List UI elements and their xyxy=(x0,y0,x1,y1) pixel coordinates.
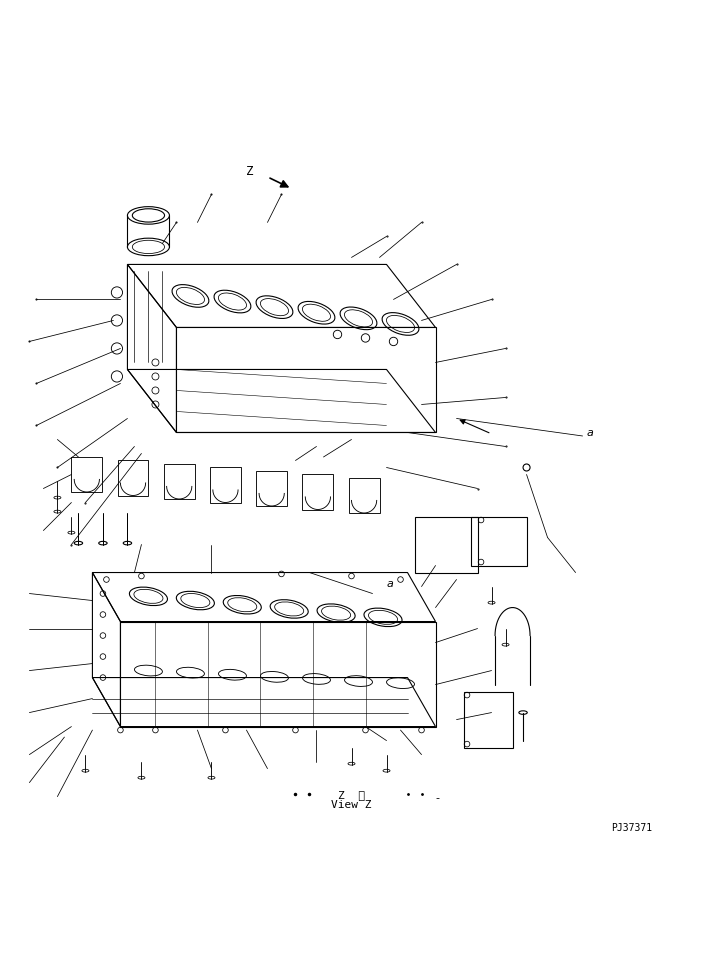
Text: Z: Z xyxy=(246,165,254,178)
Text: PJ37371: PJ37371 xyxy=(612,823,652,833)
Text: a: a xyxy=(586,428,593,438)
Text: Z  視: Z 視 xyxy=(338,790,365,800)
Text: View Z: View Z xyxy=(331,800,372,810)
Text: a: a xyxy=(387,578,394,588)
Text: -: - xyxy=(436,793,439,803)
